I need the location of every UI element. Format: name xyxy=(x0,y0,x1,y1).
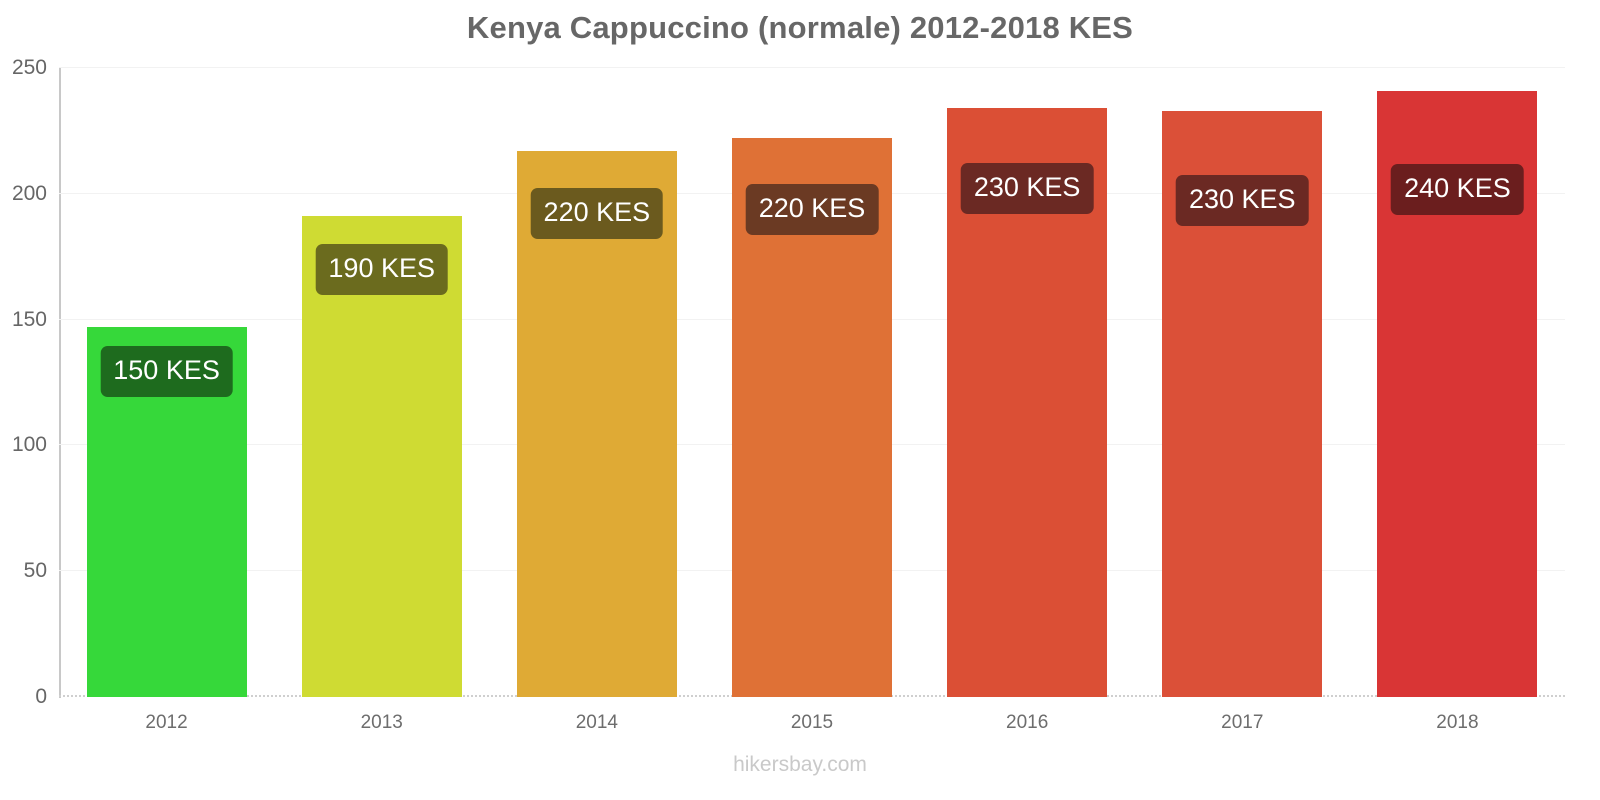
y-axis-tick-label: 100 xyxy=(11,433,47,457)
gridline xyxy=(59,67,1565,68)
bar-value-label: 230 KES xyxy=(1175,174,1309,226)
y-axis-tick-label: 200 xyxy=(11,181,47,205)
x-axis-tick-label: 2013 xyxy=(360,712,403,733)
bar-value-label: 240 KES xyxy=(1391,163,1524,215)
bar-value-label: 220 KES xyxy=(745,184,879,236)
x-axis-tick-label: 2016 xyxy=(1006,712,1049,733)
y-axis-tick-label: 150 xyxy=(11,307,47,331)
bar-value-label: 150 KES xyxy=(100,346,233,398)
chart-title: Kenya Cappuccino (normale) 2012-2018 KES xyxy=(466,10,1134,45)
y-axis-line xyxy=(59,68,61,698)
watermark: hikersbay.com xyxy=(733,753,867,776)
bar-value-label: 190 KES xyxy=(315,244,448,296)
plot-area: 150 KES 190 KES 220 KES 220 KES 230 KES 230 K… xyxy=(59,67,1565,697)
y-axis-tick-label: 250 xyxy=(11,56,47,79)
bar-2013[interactable] xyxy=(301,216,462,697)
x-axis-tick-label: 2014 xyxy=(575,712,618,733)
y-axis-tick-label: 0 xyxy=(35,685,47,708)
x-axis-tick-label: 2012 xyxy=(145,712,188,733)
x-axis-tick-label: 2015 xyxy=(790,712,834,733)
y-axis-tick-label: 50 xyxy=(23,559,47,583)
bar-value-label: 220 KES xyxy=(530,188,664,240)
x-axis-tick-label: 2017 xyxy=(1221,712,1264,733)
bar-value-label: 230 KES xyxy=(960,163,1094,215)
bar-2014[interactable] xyxy=(516,151,677,697)
x-axis-tick-label: 2018 xyxy=(1436,712,1479,733)
